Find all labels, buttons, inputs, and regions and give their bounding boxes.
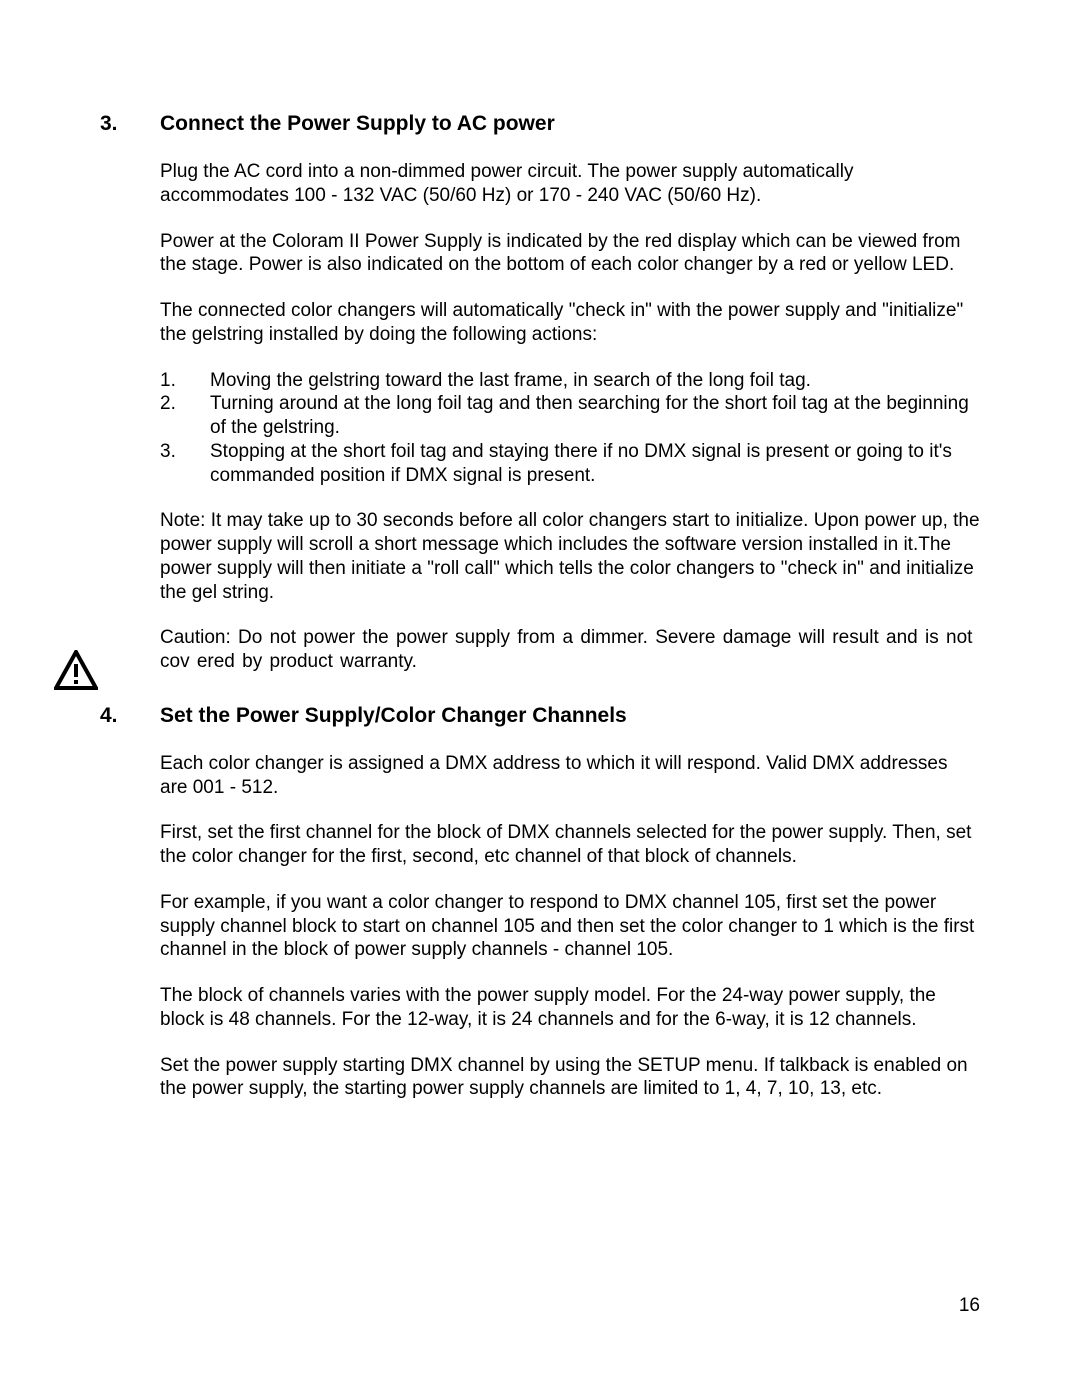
section-3: 3. Connect the Power Supply to AC power … xyxy=(100,112,980,674)
list-item-number: 2. xyxy=(160,392,210,440)
section-4-body: Each color changer is assigned a DMX add… xyxy=(160,752,980,1101)
section-3-number: 3. xyxy=(100,112,160,136)
section-3-caution-row: Caution: Do not power the power supply f… xyxy=(100,626,980,674)
list-item: 2. Turning around at the long foil tag a… xyxy=(160,392,980,440)
section-3-heading: 3. Connect the Power Supply to AC power xyxy=(100,112,980,136)
section-4: 4. Set the Power Supply/Color Changer Ch… xyxy=(100,704,980,1101)
section-3-p3: The connected color changers will automa… xyxy=(160,299,980,347)
section-4-p4: The block of channels varies with the po… xyxy=(160,984,980,1032)
list-item-number: 1. xyxy=(160,369,210,393)
list-item: 3. Stopping at the short foil tag and st… xyxy=(160,440,980,488)
warning-icon xyxy=(54,650,98,690)
section-3-p1: Plug the AC cord into a non-dimmed power… xyxy=(160,160,980,208)
section-4-p2: First, set the first channel for the blo… xyxy=(160,821,980,869)
section-3-caution: Caution: Do not power the power supply f… xyxy=(160,626,980,674)
section-4-heading: 4. Set the Power Supply/Color Changer Ch… xyxy=(100,704,980,728)
list-item-number: 3. xyxy=(160,440,210,488)
section-4-number: 4. xyxy=(100,704,160,728)
section-3-title: Connect the Power Supply to AC power xyxy=(160,112,555,136)
section-4-p3: For example, if you want a color changer… xyxy=(160,891,980,962)
section-3-list: 1. Moving the gelstring toward the last … xyxy=(160,369,980,488)
section-4-p1: Each color changer is assigned a DMX add… xyxy=(160,752,980,800)
document-page: 3. Connect the Power Supply to AC power … xyxy=(0,0,1080,1397)
page-number: 16 xyxy=(959,1295,980,1317)
section-3-note: Note: It may take up to 30 seconds befor… xyxy=(160,509,980,604)
list-item-text: Moving the gelstring toward the last fra… xyxy=(210,369,980,393)
list-item: 1. Moving the gelstring toward the last … xyxy=(160,369,980,393)
list-item-text: Turning around at the long foil tag and … xyxy=(210,392,980,440)
section-4-p5: Set the power supply starting DMX channe… xyxy=(160,1054,980,1102)
list-item-text: Stopping at the short foil tag and stayi… xyxy=(210,440,980,488)
section-3-body: Plug the AC cord into a non-dimmed power… xyxy=(160,160,980,604)
section-3-p2: Power at the Coloram II Power Supply is … xyxy=(160,230,980,278)
section-4-title: Set the Power Supply/Color Changer Chann… xyxy=(160,704,627,728)
